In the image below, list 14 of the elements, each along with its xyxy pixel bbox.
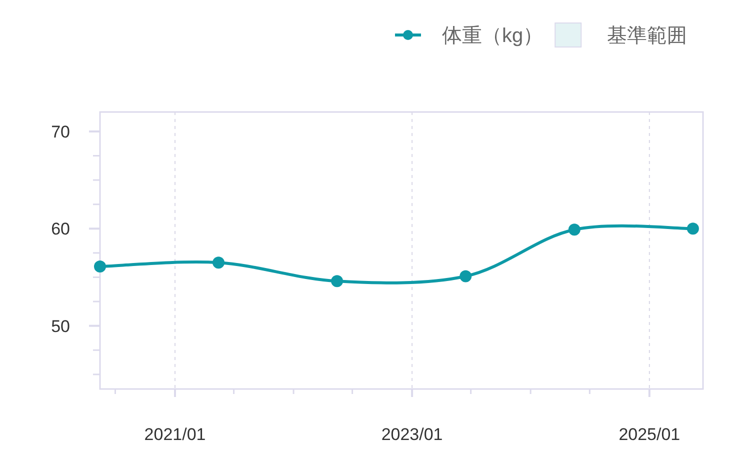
point (568, 224, 580, 236)
point (331, 275, 344, 288)
point (686, 222, 699, 235)
legend-label: 基準範囲 (607, 25, 688, 47)
y-tick-label: 50 (51, 316, 70, 336)
point (212, 256, 225, 269)
y-tick-label: 60 (51, 220, 70, 239)
x-tick-label: 2021/01 (144, 425, 206, 444)
point (94, 260, 106, 273)
y-tick-label: 70 (51, 122, 70, 142)
legend-label: 体重（kg） (442, 25, 544, 47)
x-tick-label: 2023/01 (381, 425, 443, 444)
point (460, 270, 472, 282)
x-tick-label: 2025/01 (618, 425, 680, 444)
